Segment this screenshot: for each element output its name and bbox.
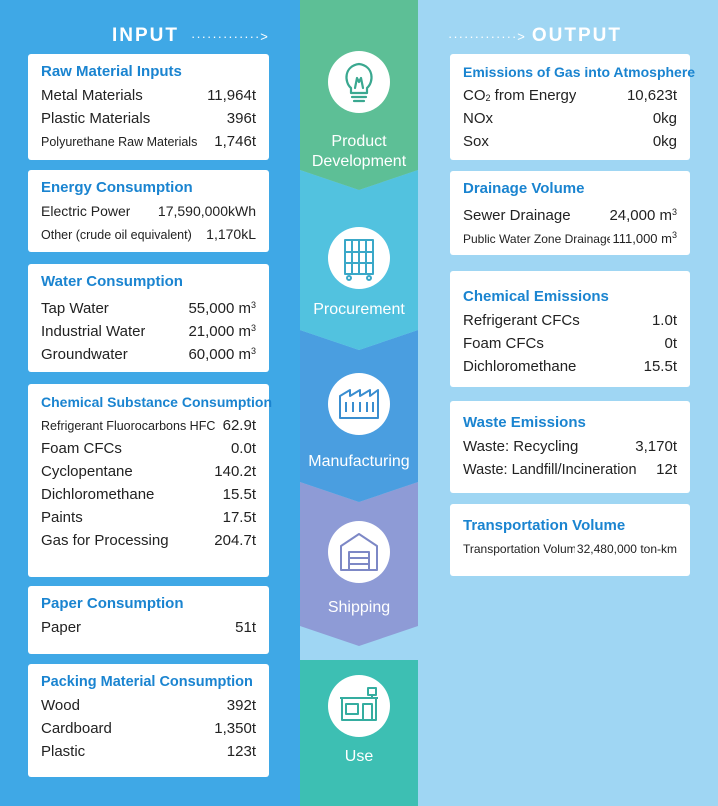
card-chemical-emissions: Chemical Emissions Refrigerant CFCs 1.0t … (450, 271, 690, 387)
row-value: 3,170t (635, 438, 677, 455)
row-value: 0t (664, 335, 677, 352)
row-label: Dichloromethane (463, 358, 577, 375)
row-label: Transportation Volume (463, 542, 575, 556)
input-header-label: INPUT (112, 25, 179, 46)
row-value: 123t (226, 743, 256, 760)
card-title: Chemical Emissions (463, 288, 609, 305)
row-value: 17.5t (222, 509, 256, 526)
card-chemical-consumption: Chemical Substance Consumption Refrigera… (28, 384, 273, 577)
card-title: Waste Emissions (463, 414, 586, 431)
card-title: Water Consumption (41, 273, 183, 290)
card-drainage: Drainage Volume Sewer Drainage 24,000 m3 … (450, 171, 690, 255)
row-label: Wood (41, 697, 80, 714)
stage-label-manufacturing: Manufacturing (308, 453, 410, 470)
card-raw-material: Raw Material Inputs Metal Materials 11,96… (28, 54, 269, 160)
row-value: 111,000 m3 (612, 230, 677, 246)
row-value: 204.7t (214, 532, 256, 549)
row-label: Polyurethane Raw Materials (41, 135, 198, 149)
row-value: 1,350t (214, 720, 256, 737)
card-title: Emissions of Gas into Atmosphere (463, 64, 696, 80)
row-label: Paints (41, 509, 83, 526)
row-label: Electric Power (41, 203, 131, 219)
row-label: Refrigerant Fluorocarbons HFC (41, 419, 216, 433)
warehouse-icon (340, 533, 378, 571)
row-label: Plastic Materials (41, 110, 151, 127)
card-title: Chemical Substance Consumption (41, 394, 273, 410)
store-icon (340, 687, 378, 721)
row-value: 62.9t (222, 417, 256, 434)
row-label: Cyclopentane (41, 463, 133, 480)
row-label: Tap Water (41, 300, 109, 317)
row-label: Industrial Water (41, 323, 146, 340)
row-value: 1,170kL (206, 226, 256, 242)
row-value: 24,000 m3 (609, 207, 677, 224)
output-header-label: OUTPUT (531, 25, 622, 46)
row-value: 0kg (652, 110, 677, 127)
card-transportation: Transportation Volume Transportation Vol… (450, 504, 690, 576)
row-label: Dichloromethane (41, 486, 155, 503)
row-label: Groundwater (41, 346, 128, 363)
row-value: 51t (235, 619, 256, 636)
row-value: 396t (226, 110, 256, 127)
row-value: 140.2t (214, 463, 256, 480)
row-label: Plastic (41, 743, 86, 760)
row-value: 0.0t (230, 440, 256, 457)
row-value: 1.0t (651, 312, 677, 329)
input-arrow: ·············> (191, 28, 269, 44)
shelf-cart-icon (344, 239, 374, 281)
row-value: 15.5t (222, 486, 256, 503)
output-header: ·············> OUTPUT (448, 24, 622, 48)
card-title: Energy Consumption (41, 179, 193, 196)
row-label: Waste: Landfill/Incineration (463, 462, 637, 478)
factory-icon (339, 389, 379, 419)
row-label: Paper (41, 619, 82, 636)
stage-label-procurement: Procurement (313, 301, 405, 318)
card-title: Raw Material Inputs (41, 63, 182, 80)
row-value: 0kg (652, 133, 677, 150)
row-label: Other (crude oil equivalent) (41, 228, 192, 242)
row-value: 12t (656, 461, 677, 478)
card-title: Drainage Volume (463, 180, 585, 197)
row-label: CO2 from Energy (463, 87, 577, 104)
row-label: Gas for Processing (41, 532, 169, 549)
output-arrow: ·············> (448, 28, 526, 44)
card-water: Water Consumption Tap Water 55,000 m3 Ind… (28, 264, 269, 372)
row-value: 60,000 m3 (188, 346, 256, 363)
row-value: 392t (226, 697, 256, 714)
row-label: NOx (463, 110, 493, 127)
card-title: Packing Material Consumption (41, 674, 253, 690)
card-packing: Packing Material Consumption Wood 392t Ca… (28, 664, 269, 777)
row-value: 55,000 m3 (188, 300, 256, 317)
row-label: Foam CFCs (41, 440, 122, 457)
card-title: Paper Consumption (41, 595, 184, 612)
row-label: Sox (463, 133, 489, 150)
stage-label-shipping: Shipping (327, 599, 391, 616)
row-label: Foam CFCs (463, 335, 544, 352)
card-energy: Energy Consumption Electric Power 17,590,… (28, 170, 269, 252)
lightbulb-icon (345, 62, 373, 103)
row-label: Waste: Recycling (463, 438, 579, 455)
stage-label-product-development: Product Development (311, 133, 407, 170)
lifecycle-flow (300, 0, 418, 806)
row-value: 11,964t (207, 87, 256, 104)
row-label: Refrigerant CFCs (463, 312, 580, 329)
row-value: 32,480,000 ton-km (576, 542, 677, 556)
card-gas-emissions: Emissions of Gas into Atmosphere CO2 fro… (450, 54, 696, 160)
row-label: Public Water Zone Drainage (463, 232, 611, 246)
card-title: Transportation Volume (463, 517, 626, 534)
row-value: 21,000 m3 (188, 323, 256, 340)
row-value: 10,623t (626, 87, 677, 104)
row-label: Cardboard (41, 720, 112, 737)
row-value: 15.5t (643, 358, 677, 375)
row-value: 17,590,000kWh (157, 203, 256, 219)
stage-label-use: Use (344, 748, 374, 765)
input-header: INPUT ·············> (112, 24, 269, 48)
card-paper: Paper Consumption Paper 51t (28, 586, 269, 654)
card-waste: Waste Emissions Waste: Recycling 3,170t W… (450, 401, 690, 493)
row-label: Sewer Drainage (463, 207, 571, 224)
row-label: Metal Materials (41, 87, 143, 104)
row-value: 1,746t (214, 133, 256, 150)
